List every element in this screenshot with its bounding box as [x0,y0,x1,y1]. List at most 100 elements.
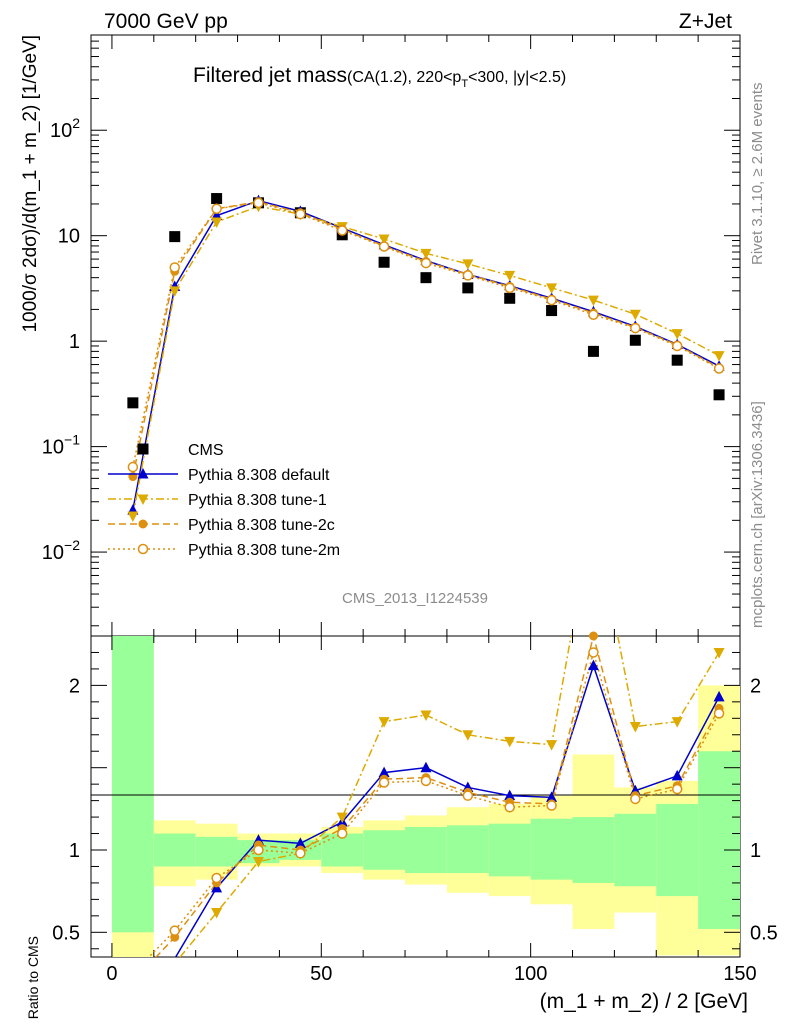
axis-ticks [91,34,741,957]
series-4-point [713,363,725,374]
series-2-point [462,259,474,270]
series-0-point [462,282,474,294]
series-4-point [295,208,306,220]
series-4-point [127,461,139,473]
series-2-ratio-point [462,730,474,741]
band-inner [698,751,740,930]
series-4-ratio-point [588,647,599,658]
band-inner [446,825,489,874]
x-tick-label: 150 [723,963,756,985]
series-2-ratio-point [671,717,683,728]
band-inner [614,813,657,887]
series-4-point [546,294,557,306]
series-0-point [546,305,558,317]
series-1-ratio-point [671,769,683,781]
series-2-ratio-point [546,740,558,751]
legend-label: Pythia 8.308 default [188,467,330,484]
series-4-point [253,197,264,209]
mcplots-label: mcplots.cern.ch [arXiv:1306.3436] [749,401,766,628]
y-tick-label: 10 [58,226,80,248]
series-4-ratio-point [295,848,306,859]
series-1-ratio-point [420,761,432,773]
band-inner [153,833,196,867]
series-0-point [629,334,641,346]
legend-marker [137,494,149,505]
legend-marker [137,543,149,555]
legend-marker [137,443,149,455]
series-4-ratio-point [504,801,515,813]
band-inner [530,818,573,880]
series-2-ratio-point [504,736,516,748]
analysis-label: CMS_2013_I1224539 [342,590,488,607]
series-0-point [420,272,432,284]
legend: CMS Pythia 8.308 default Pythia 8.308 tune… [108,442,340,559]
axis-tick-labels: 0 50 100 150 10−2 10−1 1 10 102 0.5 0.5 1 1 2 2 [42,115,778,985]
ratio-y-tick-label-right: 2 [750,675,761,697]
series-0-point [587,345,599,357]
series-2-point [378,234,390,246]
series-2-point [211,217,223,228]
legend-label: CMS [188,442,224,459]
series-2-point [587,295,599,307]
top-y-axis-label: 1000/σ 2dσ)/d(m_1 + m_2) [1/GeV] [20,35,41,333]
series-3-ratio-line [155,636,720,957]
series-2-point [169,286,181,297]
header-left: 7000 GeV pp [104,10,228,33]
x-tick-label: 0 [106,963,117,985]
series-1-ratio-point [294,837,306,848]
series-4-point [630,322,641,334]
series-4-ratio-point [336,828,348,839]
rivet-label: Rivet 3.1.10, ≥ 2.6M events [749,83,766,266]
series-2-ratio-line [179,636,720,957]
series-1-ratio-point [378,766,390,778]
band-inner [111,636,154,933]
series-0-point [127,397,139,409]
chart-title: Filtered jet mass(CA(1.2), 220<pT<300, |… [193,64,566,90]
series-2-ratio-point [336,812,348,824]
band-inner [572,817,615,883]
band-inner [488,823,531,877]
y-tick-label: 10−1 [42,432,80,459]
series-0-point [713,389,725,401]
legend-label: Pythia 8.308 tune-2m [188,542,340,559]
series-4-ratio-point [546,800,557,811]
series-2-ratio-point [629,722,641,733]
chart-title-sub-index: T [461,78,468,90]
y-tick-label: 102 [50,115,80,142]
series-4-point [378,241,390,252]
series-4-ratio-point [253,844,264,856]
ratio-y-tick-label-right: 0.5 [750,922,778,944]
series-2-point [420,248,432,260]
bottom-y-axis-label: Ratio to CMS [25,936,41,1019]
series-4-ratio-point [169,925,180,936]
band-inner [195,836,238,867]
chart-title-main: Filtered jet mass [193,64,347,87]
series-4-point [169,262,180,273]
series-1-ratio-point [504,789,516,801]
series-0-point [211,193,223,205]
legend-marker [138,519,148,529]
series-markers [127,193,725,942]
ratio-y-tick-label: 2 [69,675,80,697]
series-2-ratio-point [378,717,390,728]
series-4-ratio-point [378,777,390,788]
series-4-ratio-point [420,775,432,787]
series-4-point [671,340,683,352]
series-0-point [504,292,516,304]
series-4-point [588,309,599,320]
band-inner [363,830,406,870]
series-1-ratio-point [713,690,725,702]
legend-marker [137,468,149,479]
x-axis-label: (m_1 + m_2) / 2 [GeV] [540,990,748,1013]
ratio-y-tick-label: 1 [69,840,80,862]
series-4-ratio-point [671,783,683,795]
series-2-ratio-point [252,857,264,868]
series-2-ratio-point [713,647,725,659]
series-2-ratio-point [211,908,223,919]
ratio-uncertainty-bands [111,636,740,957]
series-3-ratio-point [588,631,598,641]
ratio-y-tick-label-right: 1 [750,840,761,862]
y-tick-label: 1 [69,331,80,353]
band-inner [321,833,364,867]
